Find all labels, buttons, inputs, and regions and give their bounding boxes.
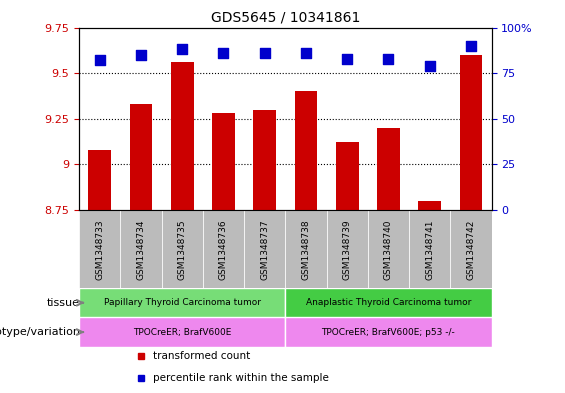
- Bar: [88, 150, 111, 210]
- Point: [384, 55, 393, 62]
- Bar: [336, 142, 359, 210]
- Text: Papillary Thyroid Carcinoma tumor: Papillary Thyroid Carcinoma tumor: [104, 298, 260, 307]
- Text: GSM1348740: GSM1348740: [384, 219, 393, 280]
- Text: Anaplastic Thyroid Carcinoma tumor: Anaplastic Thyroid Carcinoma tumor: [306, 298, 471, 307]
- Text: tissue: tissue: [47, 298, 80, 308]
- Text: GSM1348738: GSM1348738: [302, 219, 310, 280]
- Bar: [129, 104, 153, 210]
- Text: GSM1348736: GSM1348736: [219, 219, 228, 280]
- Text: GSM1348735: GSM1348735: [178, 219, 186, 280]
- Text: GSM1348733: GSM1348733: [95, 219, 104, 280]
- Bar: [368, 210, 409, 288]
- Bar: [285, 210, 327, 288]
- Point: [260, 50, 270, 56]
- Bar: [212, 113, 235, 210]
- Title: GDS5645 / 10341861: GDS5645 / 10341861: [211, 11, 360, 25]
- Bar: [418, 201, 441, 210]
- Text: percentile rank within the sample: percentile rank within the sample: [153, 373, 329, 383]
- Bar: [162, 210, 203, 288]
- Text: TPOCreER; BrafV600E: TPOCreER; BrafV600E: [133, 328, 232, 336]
- Point: [302, 50, 311, 56]
- Bar: [459, 55, 483, 210]
- Text: TPOCreER; BrafV600E; p53 -/-: TPOCreER; BrafV600E; p53 -/-: [321, 328, 455, 336]
- Point: [95, 57, 105, 64]
- Bar: [285, 288, 492, 318]
- Point: [342, 55, 351, 62]
- Point: [425, 62, 434, 69]
- Text: transformed count: transformed count: [153, 351, 251, 361]
- Bar: [450, 210, 492, 288]
- Bar: [253, 110, 276, 210]
- Bar: [79, 210, 120, 288]
- Bar: [171, 62, 194, 210]
- Point: [467, 42, 476, 49]
- Point: [219, 50, 228, 56]
- Bar: [327, 210, 368, 288]
- Bar: [377, 128, 400, 210]
- Text: GSM1348741: GSM1348741: [425, 219, 434, 280]
- Bar: [203, 210, 244, 288]
- Text: GSM1348739: GSM1348739: [343, 219, 351, 280]
- Text: GSM1348734: GSM1348734: [137, 219, 145, 280]
- Bar: [294, 91, 318, 210]
- Text: genotype/variation: genotype/variation: [0, 327, 80, 337]
- Bar: [120, 210, 162, 288]
- Text: GSM1348737: GSM1348737: [260, 219, 269, 280]
- Text: GSM1348742: GSM1348742: [467, 219, 475, 280]
- Bar: [79, 318, 285, 347]
- Point: [137, 52, 146, 58]
- Bar: [244, 210, 285, 288]
- Bar: [79, 288, 285, 318]
- Bar: [285, 318, 492, 347]
- Point: [178, 46, 187, 53]
- Bar: [409, 210, 450, 288]
